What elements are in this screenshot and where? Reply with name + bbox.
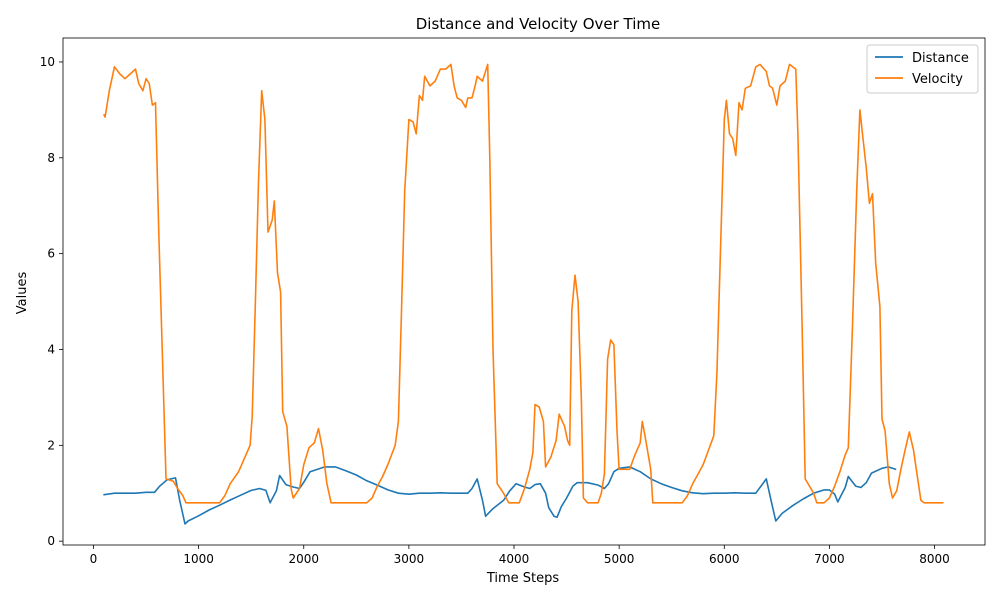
y-axis-title: Values [15, 272, 30, 315]
x-tick-label: 8000 [919, 552, 950, 566]
legend-label-velocity: Velocity [912, 72, 963, 87]
y-tick-label: 10 [40, 55, 55, 69]
series-line-distance [103, 466, 897, 525]
x-axis-title: Time Steps [486, 571, 560, 586]
x-tick-label: 1000 [183, 552, 214, 566]
plot-lines [103, 63, 944, 525]
chart-title: Distance and Velocity Over Time [416, 15, 661, 33]
x-tick-label: 6000 [709, 552, 740, 566]
axes: 0 1000 2000 3000 4000 5000 6000 7000 8000 0 2 4 6 8 10 [40, 37, 986, 566]
y-tick-label: 2 [47, 438, 55, 452]
legend-label-distance: Distance [912, 51, 969, 66]
x-tick-label: 4000 [499, 552, 530, 566]
series-line-velocity [103, 63, 944, 504]
y-tick-label: 8 [47, 151, 55, 165]
plot-frame [62, 37, 986, 546]
y-tick-label: 4 [47, 342, 55, 356]
y-tick-label: 6 [47, 247, 55, 261]
x-tick-label: 2000 [288, 552, 319, 566]
legend: Distance Velocity [866, 44, 979, 94]
y-tick-label: 0 [47, 534, 55, 548]
x-tick-label: 7000 [814, 552, 845, 566]
x-tick-label: 0 [90, 552, 98, 566]
x-tick-label: 3000 [394, 552, 425, 566]
x-tick-label: 5000 [604, 552, 635, 566]
